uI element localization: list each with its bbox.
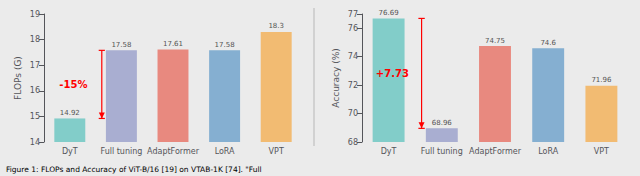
svg-text:Full tuning: Full tuning	[421, 147, 463, 156]
svg-text:LoRA: LoRA	[215, 147, 235, 156]
svg-text:74.6: 74.6	[540, 39, 556, 47]
svg-text:17.58: 17.58	[111, 41, 131, 49]
svg-text:16: 16	[30, 86, 40, 95]
svg-text:Full tuning: Full tuning	[100, 147, 142, 156]
svg-text:72: 72	[348, 81, 358, 90]
svg-text:71.96: 71.96	[591, 76, 612, 84]
svg-text:VPT: VPT	[269, 147, 284, 156]
svg-text:DyT: DyT	[381, 147, 397, 156]
svg-text:+7.73: +7.73	[376, 68, 409, 79]
svg-text:Figure 1: FLOPs and Accuracy o: Figure 1: FLOPs and Accuracy of ViT-B/16…	[6, 165, 262, 174]
svg-text:17: 17	[30, 61, 40, 70]
svg-text:74.75: 74.75	[485, 37, 505, 45]
svg-text:14.92: 14.92	[60, 109, 80, 117]
svg-text:70: 70	[348, 109, 358, 118]
svg-text:68: 68	[348, 138, 358, 147]
svg-text:LoRA: LoRA	[538, 147, 558, 156]
svg-text:15: 15	[30, 112, 40, 121]
svg-text:17.58: 17.58	[215, 41, 235, 49]
svg-text:17.61: 17.61	[163, 40, 183, 48]
svg-text:77: 77	[348, 10, 358, 19]
svg-text:76: 76	[348, 24, 358, 33]
svg-text:18: 18	[30, 35, 40, 44]
svg-text:AdaptFormer: AdaptFormer	[469, 147, 522, 156]
svg-text:19: 19	[30, 10, 40, 19]
svg-text:DyT: DyT	[62, 147, 78, 156]
svg-text:-15%: -15%	[59, 79, 87, 90]
svg-text:14: 14	[30, 138, 40, 147]
svg-text:68.96: 68.96	[432, 119, 453, 127]
svg-text:18.3: 18.3	[268, 22, 284, 30]
svg-text:AdaptFormer: AdaptFormer	[147, 147, 200, 156]
svg-text:VPT: VPT	[594, 147, 609, 156]
svg-text:Accuracy (%): Accuracy (%)	[331, 48, 341, 108]
svg-text:FLOPs (G): FLOPs (G)	[13, 56, 23, 100]
svg-text:76.69: 76.69	[379, 9, 399, 17]
svg-text:74: 74	[348, 52, 358, 61]
